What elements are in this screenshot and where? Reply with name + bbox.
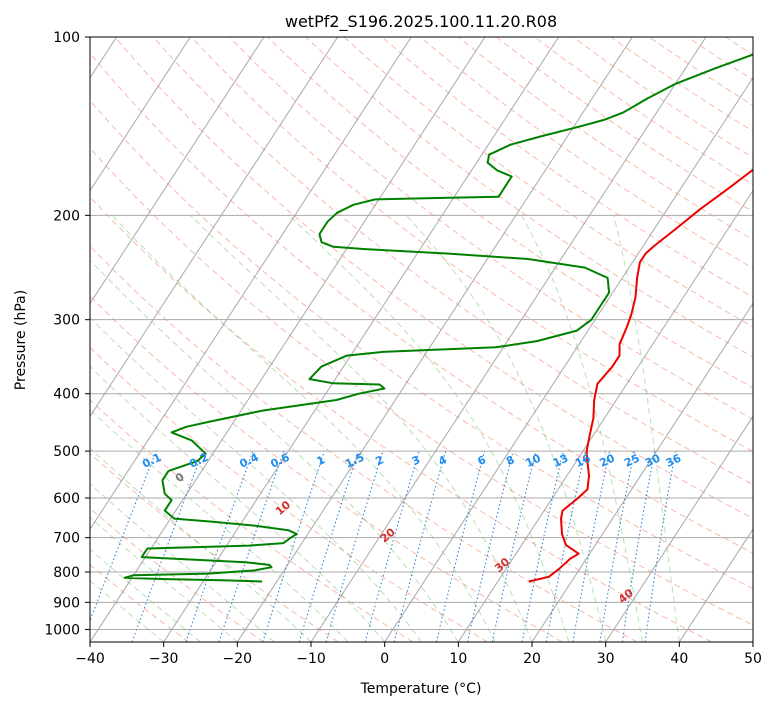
moist-adiabat-line — [90, 259, 459, 642]
isotherm-line — [90, 37, 191, 192]
isotherm-line — [457, 189, 753, 642]
mixing-ratio-label: 30 — [643, 451, 663, 469]
mixing-ratio-line — [90, 450, 157, 623]
moist-adiabat-line — [111, 214, 496, 642]
x-tick-label: −40 — [75, 651, 105, 667]
plot-frame — [89, 36, 754, 643]
y-tick-label: 500 — [53, 444, 80, 460]
dry-adiabat-line — [152, 37, 753, 486]
mixing-ratio-label: 10 — [523, 451, 543, 469]
dry-adiabat-line — [90, 99, 753, 590]
dewpoint-profile-line — [123, 53, 753, 583]
isotherm-line — [678, 528, 753, 642]
mixing-ratio-line — [325, 450, 384, 642]
mixing-ratio-label: 20 — [598, 451, 618, 469]
isotherm-line — [531, 302, 753, 642]
dry-adiabat-line — [90, 245, 638, 642]
temperature-profile-line — [528, 168, 753, 583]
mixing-ratio-line — [521, 450, 564, 642]
moist-adiabat-line — [190, 214, 533, 642]
y-tick-label: 400 — [53, 387, 80, 403]
moist-adiabat-line — [90, 408, 349, 642]
mixing-ratio-label: 13 — [551, 452, 570, 470]
y-tick-label: 600 — [53, 491, 80, 507]
isotherm-line — [236, 37, 633, 642]
y-tick-label: 700 — [53, 531, 80, 547]
y-tick-label: 300 — [53, 313, 80, 329]
x-tick-label: −30 — [149, 651, 179, 667]
mixing-ratio-line — [262, 450, 325, 642]
x-tick-label: 50 — [744, 651, 762, 667]
isotherm-line — [90, 37, 412, 531]
isotherm-line — [310, 37, 707, 642]
x-tick-label: 30 — [597, 651, 615, 667]
dry-adiabat-line — [90, 507, 264, 642]
isotherm-line — [90, 37, 265, 305]
moist-adiabat-line — [288, 214, 570, 642]
moist-adiabat-line — [613, 215, 680, 642]
mixing-ratio-line — [298, 450, 359, 642]
mixing-ratio-line — [393, 450, 447, 642]
y-tick-label: 900 — [53, 595, 80, 611]
dry-adiabat-line — [343, 37, 753, 328]
mixing-ratio-line — [435, 450, 486, 642]
x-tick-label: 20 — [523, 651, 541, 667]
dry-adiabat-line — [90, 295, 563, 642]
x-tick-label: 0 — [380, 651, 389, 667]
mixing-ratio-label: 36 — [664, 451, 684, 469]
moist-adiabat-line — [90, 447, 312, 642]
isotherm-line — [90, 37, 339, 418]
y-tick-label: 200 — [53, 208, 80, 224]
isotherm-line — [605, 415, 753, 642]
dry-adiabat-line — [305, 37, 753, 358]
dry-adiabat-line — [90, 346, 488, 642]
dry-adiabat-line — [190, 37, 753, 453]
y-tick-label: 800 — [53, 565, 80, 581]
isotherm-line — [90, 37, 486, 642]
isotherm-line — [163, 37, 560, 642]
mixing-ratio-line — [131, 450, 204, 642]
mixing-ratio-label: 16 — [573, 451, 593, 469]
moist-adiabat-line — [521, 215, 643, 642]
moist-adiabat-line — [90, 483, 275, 642]
dry-adiabat-line — [90, 147, 753, 626]
y-tick-label: 1000 — [44, 622, 80, 638]
mixing-ratio-line — [185, 450, 254, 642]
x-tick-label: −10 — [296, 651, 326, 667]
mixing-ratio-label: 25 — [622, 452, 641, 470]
mixing-ratio-line — [364, 450, 420, 642]
x-tick-label: 10 — [449, 651, 467, 667]
isotherm-line — [384, 76, 753, 642]
dry-adiabat-line — [114, 37, 753, 520]
mixing-ratio-line — [466, 450, 514, 642]
y-axis-label: Pressure (hPa) — [13, 290, 29, 390]
dry-adiabat-line — [90, 196, 712, 642]
chart-title: wetPf2_S196.2025.100.11.20.R08 — [285, 12, 557, 32]
y-tick-label: 100 — [53, 30, 80, 46]
mixing-ratio-line — [491, 450, 537, 642]
mixing-ratio-line — [644, 451, 677, 642]
mixing-ratio-line — [218, 450, 285, 642]
moist-adiabat-line — [90, 365, 386, 642]
x-axis-label: Temperature (°C) — [360, 681, 482, 697]
moist-adiabat-line — [90, 316, 422, 642]
x-tick-label: 40 — [670, 651, 688, 667]
x-tick-label: −20 — [223, 651, 253, 667]
